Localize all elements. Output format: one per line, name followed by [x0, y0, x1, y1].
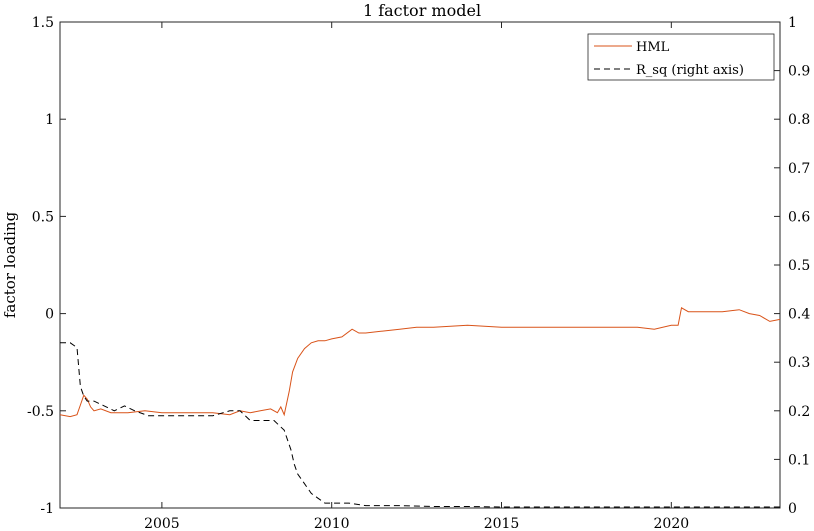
right-tick-label: 0.3 — [788, 355, 810, 371]
bottom-tick-label: 2005 — [144, 516, 180, 531]
legend-label-rsq: R_sq (right axis) — [636, 63, 744, 78]
bottom-axis-ticks: 2005 2010 2015 2020 — [144, 22, 689, 531]
right-tick-label: 0.2 — [788, 404, 810, 420]
right-tick-label: 0.7 — [788, 161, 810, 177]
legend-label-hml: HML — [636, 40, 670, 55]
right-tick-label: 0.4 — [788, 307, 810, 323]
chart-title: 1 factor model — [363, 1, 481, 20]
left-axis-ticks: -1 -0.5 0 0.5 1 1.5 — [27, 15, 66, 517]
right-tick-label: 0.9 — [788, 64, 810, 80]
left-tick-label: -0.5 — [27, 404, 54, 420]
plot-area — [59, 21, 781, 509]
series-lines — [59, 307, 781, 508]
series-line-rsq — [60, 342, 780, 508]
right-tick-label: 0.8 — [788, 112, 810, 128]
bottom-tick-label: 2010 — [314, 516, 350, 531]
left-tick-label: 0 — [45, 307, 54, 323]
left-tick-label: 0.5 — [32, 209, 54, 225]
left-tick-label: 1.5 — [32, 15, 54, 31]
right-tick-label: 0 — [788, 501, 797, 517]
legend-box — [587, 33, 775, 81]
right-axis-ticks: 0 0.1 0.2 0.3 0.4 0.5 0.6 0.7 0.8 0.9 1 — [774, 15, 810, 517]
y-axis-label: factor loading — [1, 211, 19, 318]
right-tick-label: 0.1 — [788, 452, 810, 468]
right-tick-label: 1 — [788, 15, 797, 31]
right-tick-label: 0.6 — [788, 209, 810, 225]
bottom-tick-label: 2020 — [654, 516, 690, 531]
legend: HML R_sq (right axis) — [587, 33, 775, 81]
left-tick-label: 1 — [45, 112, 54, 128]
series-line-hml — [59, 307, 781, 418]
left-tick-label: -1 — [40, 501, 54, 517]
right-tick-label: 0.5 — [788, 258, 810, 274]
bottom-tick-label: 2015 — [484, 516, 520, 531]
